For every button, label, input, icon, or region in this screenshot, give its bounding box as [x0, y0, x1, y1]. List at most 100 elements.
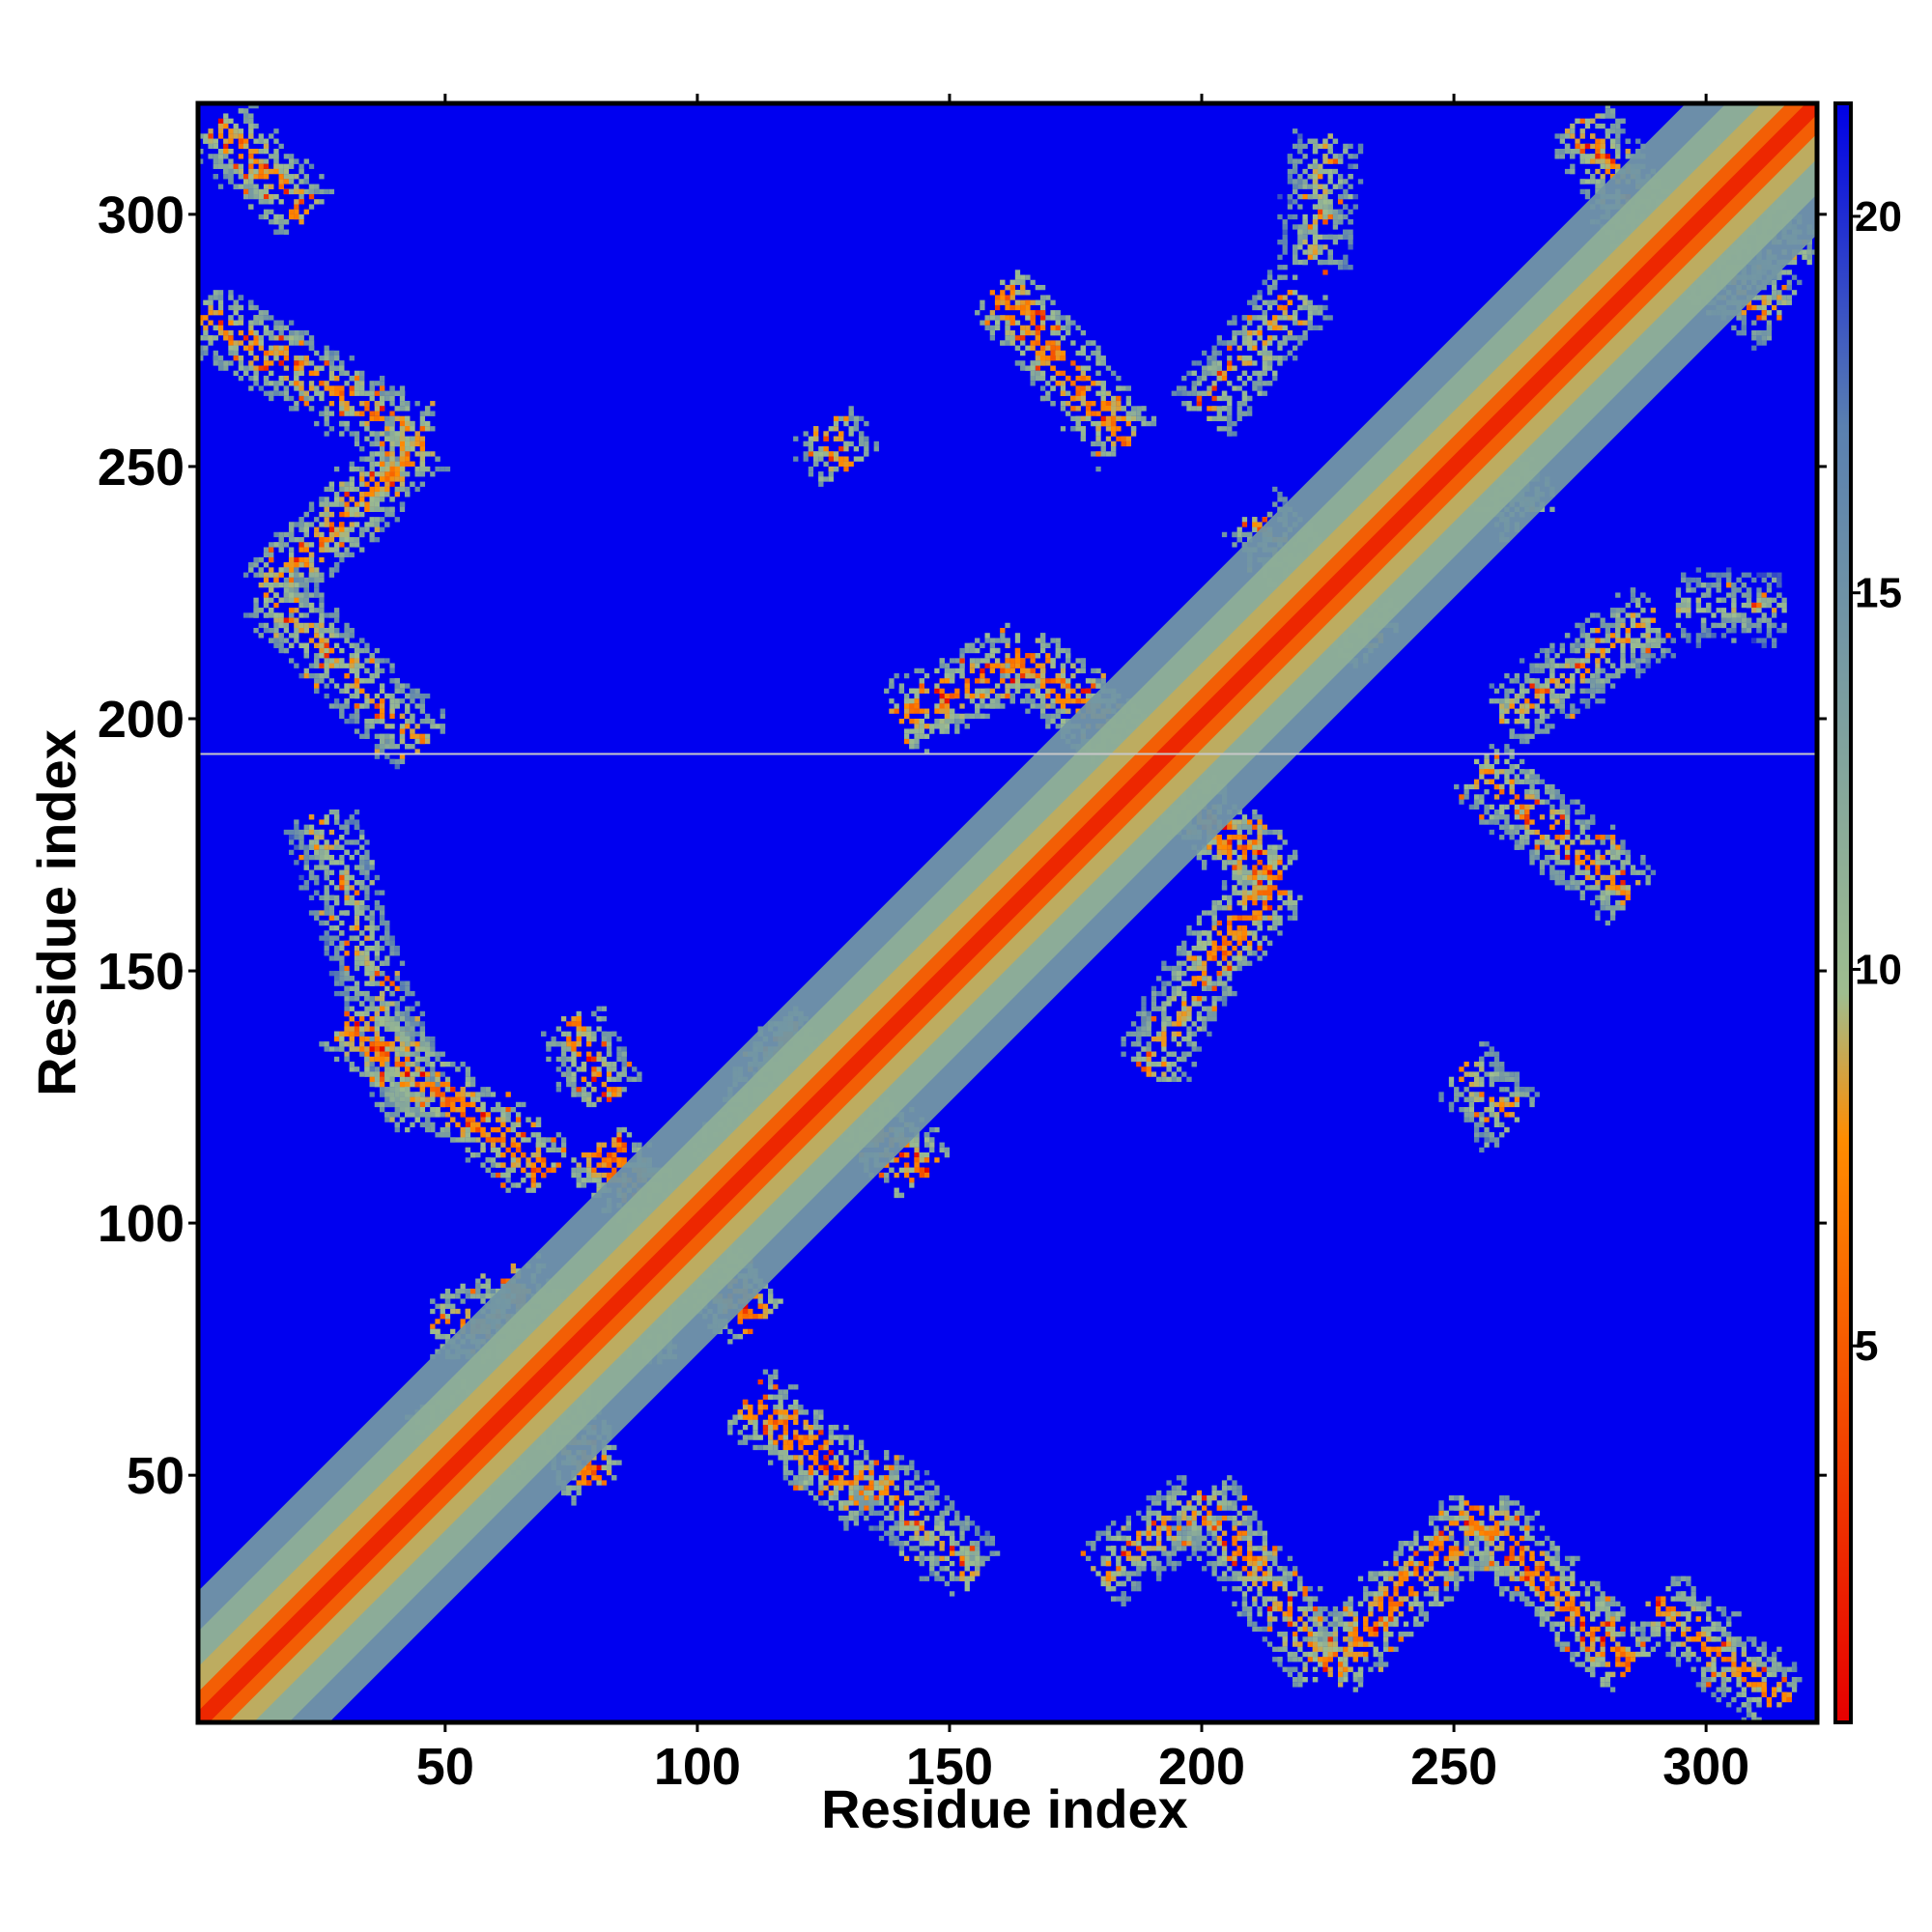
heatmap-cell — [399, 431, 406, 437]
heatmap-cell — [510, 1162, 517, 1168]
heatmap-cell — [288, 582, 295, 588]
heatmap-cell — [238, 174, 244, 180]
heatmap-cell — [621, 1066, 627, 1072]
heatmap-cell — [399, 486, 406, 493]
heatmap-cell — [278, 390, 284, 396]
heatmap-cell — [742, 1303, 749, 1309]
heatmap-cell — [389, 1087, 395, 1093]
heatmap-cell — [394, 1046, 400, 1052]
heatmap-cells — [198, 103, 1817, 1722]
heatmap-cell — [399, 461, 406, 468]
heatmap-cell — [521, 1101, 526, 1108]
heatmap-cell — [354, 708, 360, 714]
heatmap-cell — [319, 547, 325, 553]
heatmap-cell — [616, 1132, 622, 1138]
heatmap-cell — [213, 163, 218, 169]
heatmap-cell — [384, 1076, 390, 1082]
heatmap-cell — [294, 608, 299, 613]
heatmap-cell — [339, 556, 345, 563]
heatmap-cell — [767, 1288, 774, 1294]
heatmap-cell — [405, 406, 411, 412]
heatmap-cell — [369, 980, 375, 986]
heatmap-cell — [359, 869, 365, 875]
heatmap-cell — [389, 395, 395, 402]
heatmap-cell — [379, 945, 385, 952]
heatmap-cell — [384, 955, 390, 961]
heatmap-cell — [399, 390, 406, 396]
heatmap-cell — [480, 1132, 486, 1138]
heatmap-cell — [294, 556, 299, 563]
heatmap-cell — [460, 1283, 466, 1290]
heatmap-cell — [601, 1016, 607, 1022]
heatmap-cell — [223, 154, 229, 159]
heatmap-cell — [389, 436, 395, 441]
heatmap-cell — [319, 854, 325, 861]
heatmap-cell — [399, 1041, 406, 1047]
heatmap-cell — [379, 713, 385, 720]
heatmap-cell — [475, 1278, 481, 1284]
heatmap-cell — [238, 108, 244, 114]
heatmap-cell — [242, 335, 249, 341]
heatmap-cell — [283, 829, 290, 836]
heatmap-cell — [384, 486, 390, 493]
heatmap-cell — [374, 899, 381, 906]
heatmap-cell — [364, 492, 370, 497]
heatmap-cell — [480, 1142, 486, 1148]
heatmap-cell — [389, 744, 395, 750]
heatmap-cell — [344, 890, 350, 895]
heatmap-cell — [389, 1076, 395, 1082]
heatmap-cell — [328, 572, 335, 578]
heatmap-cell — [328, 854, 335, 861]
heatmap-cell — [480, 1101, 486, 1108]
heatmap-cell — [288, 395, 295, 402]
heatmap-cell — [263, 577, 270, 583]
heatmap-cell — [314, 572, 320, 578]
heatmap-cell — [419, 733, 426, 739]
heatmap-cell — [419, 1056, 426, 1063]
heatmap-cell — [465, 1132, 471, 1138]
heatmap-cell — [349, 854, 355, 861]
heatmap-cell — [349, 522, 355, 527]
heatmap-cell — [742, 1328, 749, 1335]
heatmap-cell — [359, 476, 365, 482]
heatmap-cell — [490, 1147, 497, 1153]
heatmap-cell — [460, 1087, 466, 1093]
heatmap-cell — [384, 738, 390, 745]
heatmap-cell — [354, 642, 360, 648]
heatmap-cell — [424, 1112, 431, 1118]
heatmap-cell — [767, 1308, 774, 1315]
heatmap-cell — [485, 1288, 491, 1294]
heatmap-cell — [405, 1081, 411, 1088]
heatmap-cell — [314, 390, 320, 396]
heatmap-cell — [430, 1092, 436, 1097]
heatmap-cell — [399, 1036, 406, 1042]
heatmap-cell — [500, 1152, 506, 1158]
heatmap-cell — [314, 844, 320, 850]
heatmap-cell — [339, 542, 345, 548]
heatmap-cell — [369, 461, 375, 468]
heatmap-cell — [263, 582, 270, 588]
heatmap-cell — [394, 1056, 400, 1063]
heatmap-cell — [223, 174, 229, 180]
heatmap-cell — [475, 1283, 481, 1290]
heatmap-cell — [414, 1046, 420, 1052]
heatmap-cell — [410, 1016, 415, 1022]
heatmap-cell — [298, 390, 304, 396]
heatmap-cell — [419, 1101, 426, 1108]
heatmap-cell — [530, 1152, 536, 1158]
heatmap-cell — [258, 622, 264, 629]
heatmap-cell — [288, 849, 295, 856]
heatmap-cell — [253, 184, 259, 189]
heatmap-cell — [283, 154, 290, 159]
heatmap-cell — [359, 531, 365, 538]
heatmap-cell — [551, 1167, 556, 1173]
heatmap-cell — [410, 693, 415, 699]
heatmap-cell — [424, 1041, 431, 1047]
heatmap-cell — [278, 219, 284, 225]
heatmap-cell — [379, 1107, 385, 1113]
heatmap-cell — [333, 375, 340, 382]
heatmap-cell — [369, 653, 375, 659]
heatmap-cell — [384, 415, 390, 422]
heatmap-cell — [364, 1046, 370, 1052]
heatmap-cell — [424, 713, 431, 720]
